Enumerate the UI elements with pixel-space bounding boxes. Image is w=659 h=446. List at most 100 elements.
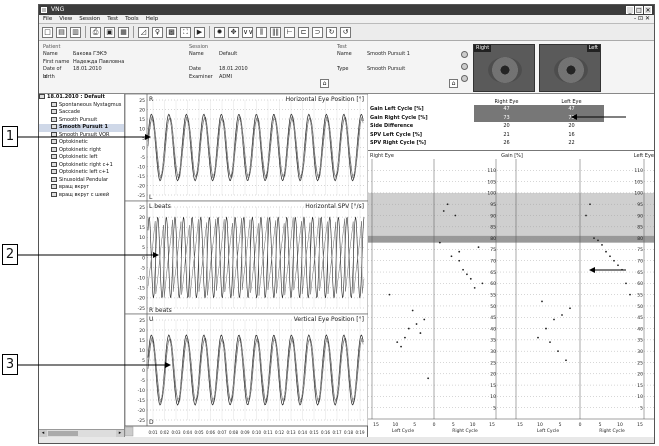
time-tick-label: 0:13 [287, 430, 296, 435]
x-axis-label: Right Cycle [599, 428, 625, 434]
menu-help[interactable]: Help [145, 16, 159, 22]
tree-item[interactable]: Optokinetic [39, 139, 124, 147]
test-icon [51, 146, 57, 152]
summary-right-value: 26 [503, 140, 510, 147]
session-examiner-label: Examiner [189, 73, 213, 80]
settings-icon[interactable]: ✹ [214, 26, 225, 38]
mdi-window-controls[interactable]: - ⊡ ✕ [633, 15, 650, 22]
head-icon[interactable]: ⊃ [312, 26, 323, 38]
tree-item[interactable]: Optokinetic right c+1 [39, 161, 124, 170]
tree-item[interactable]: Optokinetic right [39, 146, 124, 155]
tree-item[interactable]: Saccade [39, 109, 124, 117]
y-tick-label: -25 [138, 306, 145, 312]
time-tick-label: 0:02 [160, 430, 169, 435]
session-name-value: Default [219, 51, 238, 57]
scroll-thumb[interactable] [48, 431, 78, 436]
tree-item[interactable]: Spontaneous Nystagmus [39, 101, 124, 110]
y-tick-label: 90 [637, 213, 643, 219]
tree-item[interactable]: Smooth Pursuit VOR [39, 131, 124, 140]
menu-test[interactable]: Test [107, 16, 119, 22]
folder-icon [39, 94, 45, 99]
caloric-icon[interactable]: ⊢ [284, 26, 295, 38]
tree-item[interactable]: Optokinetic left [39, 154, 124, 162]
tree-item[interactable]: вращ вкруг c шеей [39, 191, 124, 200]
y-tick-label: 90 [490, 213, 496, 219]
left-eye-right-cycle-point [629, 293, 631, 296]
export-icon[interactable]: ▣ [104, 26, 115, 38]
test-icon [51, 109, 57, 114]
menu-file[interactable]: File [43, 16, 53, 22]
saccade-icon[interactable]: ∨∨ [242, 26, 254, 38]
save-icon[interactable]: ▤ [56, 26, 67, 38]
camera-icon[interactable]: ▩ [166, 26, 177, 38]
tree-item[interactable]: Optokinetic left c+1 [39, 169, 124, 177]
light-icon[interactable]: ♀ [152, 26, 163, 38]
y-tick-label: 70 [490, 259, 496, 265]
test-icon [51, 116, 57, 122]
open-icon[interactable]: ▥ [70, 26, 81, 38]
tree-horizontal-scrollbar[interactable]: ◂ ▸ [39, 429, 124, 437]
y-tick-label: 25 [139, 318, 145, 324]
tree-item-label: Smooth Pursuit [59, 116, 98, 123]
right-eye-left-cycle-point [396, 341, 399, 344]
summary-header-blank [368, 98, 474, 105]
maximize-button[interactable]: □ [635, 6, 643, 14]
left-eye-right-cycle-point [621, 268, 623, 271]
new-icon[interactable]: □ [42, 26, 53, 38]
left-eye-right-cycle-point [589, 203, 591, 206]
y-tick-label: 20 [139, 215, 145, 221]
test-edit-button[interactable]: ⌂ [449, 79, 458, 88]
tree-item-label: Optokinetic right [59, 146, 102, 153]
y-tick-label: 35 [490, 338, 496, 344]
time-scroll-left[interactable] [125, 426, 134, 437]
scroll-left-arrow[interactable]: ◂ [39, 430, 47, 437]
plot-bottom-label: L [149, 194, 153, 201]
menu-session[interactable]: Session [79, 16, 101, 22]
bars-icon[interactable]: ‖‖ [270, 26, 281, 38]
right-eye-right-cycle-point [462, 268, 464, 271]
summary-label: Gain Right Cycle [%] [368, 113, 474, 122]
y-tick-label: 30 [637, 349, 643, 355]
menu-view[interactable]: View [59, 16, 73, 22]
patient-dob-label: Date of birth [43, 66, 62, 80]
plot-panel1: 25 20 15 10 5 0 -5 -10 -15 -20 -25 Horizontal Eye P… [125, 94, 368, 202]
y-tick-label: 10 [139, 348, 145, 354]
session-tree: 18.01.2010 : Default Spontaneous Nystagm… [39, 94, 125, 437]
positional-icon[interactable]: ⊏ [298, 26, 309, 38]
menu-tools[interactable]: Tools [125, 16, 139, 22]
import-icon[interactable]: ▦ [118, 26, 129, 38]
scroll-right-arrow[interactable]: ▸ [116, 430, 124, 437]
play-icon[interactable]: ▶ [194, 26, 205, 38]
close-button[interactable]: ✕ [644, 6, 652, 14]
time-tick-label: 0:06 [206, 430, 215, 435]
spin2-icon[interactable]: ↺ [340, 26, 351, 38]
y-tick-label: 15 [139, 338, 145, 344]
right-eye-spv-trace [147, 216, 365, 299]
plot-bottom-label: R beats [149, 307, 172, 314]
summary-left-value: 16 [568, 131, 575, 138]
print-icon[interactable]: ⎙ [90, 26, 101, 38]
pause-button[interactable] [461, 63, 468, 70]
toolbar-separator [209, 26, 210, 38]
tree-root[interactable]: 18.01.2010 : Default [39, 94, 124, 102]
tree-item[interactable]: вращ вкруг [39, 184, 124, 192]
y-tick-label: 45 [490, 315, 496, 321]
session-edit-button[interactable]: ⌂ [320, 79, 329, 88]
stop-button[interactable] [461, 75, 468, 82]
plot-panel2: 25 20 15 10 5 0 -5 -10 -15 -20 -25 Horizontal SPV [… [125, 200, 368, 315]
spin-icon[interactable]: ↻ [326, 26, 337, 38]
pursuit-icon[interactable]: ⫼ [256, 26, 267, 38]
y-tick-label: 60 [490, 281, 496, 287]
tree-item[interactable]: Smooth Pursuit 1 [39, 124, 124, 132]
plot-title: Vertical Eye Position [°] [294, 316, 364, 323]
calibrate-icon[interactable]: ◿ [138, 26, 149, 38]
y-tick-label: 80 [490, 236, 496, 242]
time-tick-label: 0:14 [298, 430, 307, 435]
fit-icon[interactable]: ⛶ [180, 26, 191, 38]
target-icon[interactable]: ✥ [228, 26, 239, 38]
tree-item[interactable]: Sinusoidal Pendular [39, 176, 124, 185]
summary-right-value: 20 [503, 123, 510, 130]
tree-item[interactable]: Smooth Pursuit [39, 116, 124, 125]
record-button[interactable] [461, 51, 468, 58]
minimize-button[interactable]: _ [626, 6, 634, 14]
